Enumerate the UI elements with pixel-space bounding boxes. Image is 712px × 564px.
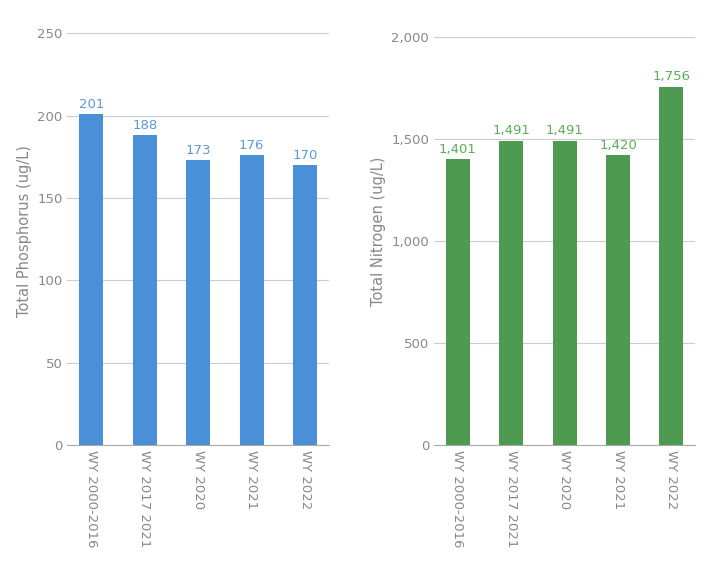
Text: 1,491: 1,491: [492, 124, 530, 137]
Bar: [446, 159, 470, 445]
Text: 1,756: 1,756: [652, 70, 691, 83]
Bar: [239, 155, 263, 445]
Y-axis label: Total Nitrogen (ug/L): Total Nitrogen (ug/L): [370, 156, 386, 306]
Text: 170: 170: [293, 149, 318, 162]
Text: 176: 176: [239, 139, 264, 152]
Bar: [553, 141, 577, 445]
Text: 1,491: 1,491: [545, 124, 584, 137]
Text: 1,401: 1,401: [439, 143, 477, 156]
Y-axis label: Total Phosphorus (ug/L): Total Phosphorus (ug/L): [16, 145, 31, 317]
Bar: [132, 135, 157, 445]
Text: 173: 173: [185, 144, 211, 157]
Bar: [186, 160, 210, 445]
Bar: [293, 165, 317, 445]
Bar: [606, 155, 630, 445]
Bar: [659, 87, 684, 445]
Text: 1,420: 1,420: [599, 139, 637, 152]
Text: 201: 201: [78, 98, 104, 111]
Text: 188: 188: [132, 119, 157, 132]
Bar: [79, 114, 103, 445]
Bar: [499, 141, 523, 445]
